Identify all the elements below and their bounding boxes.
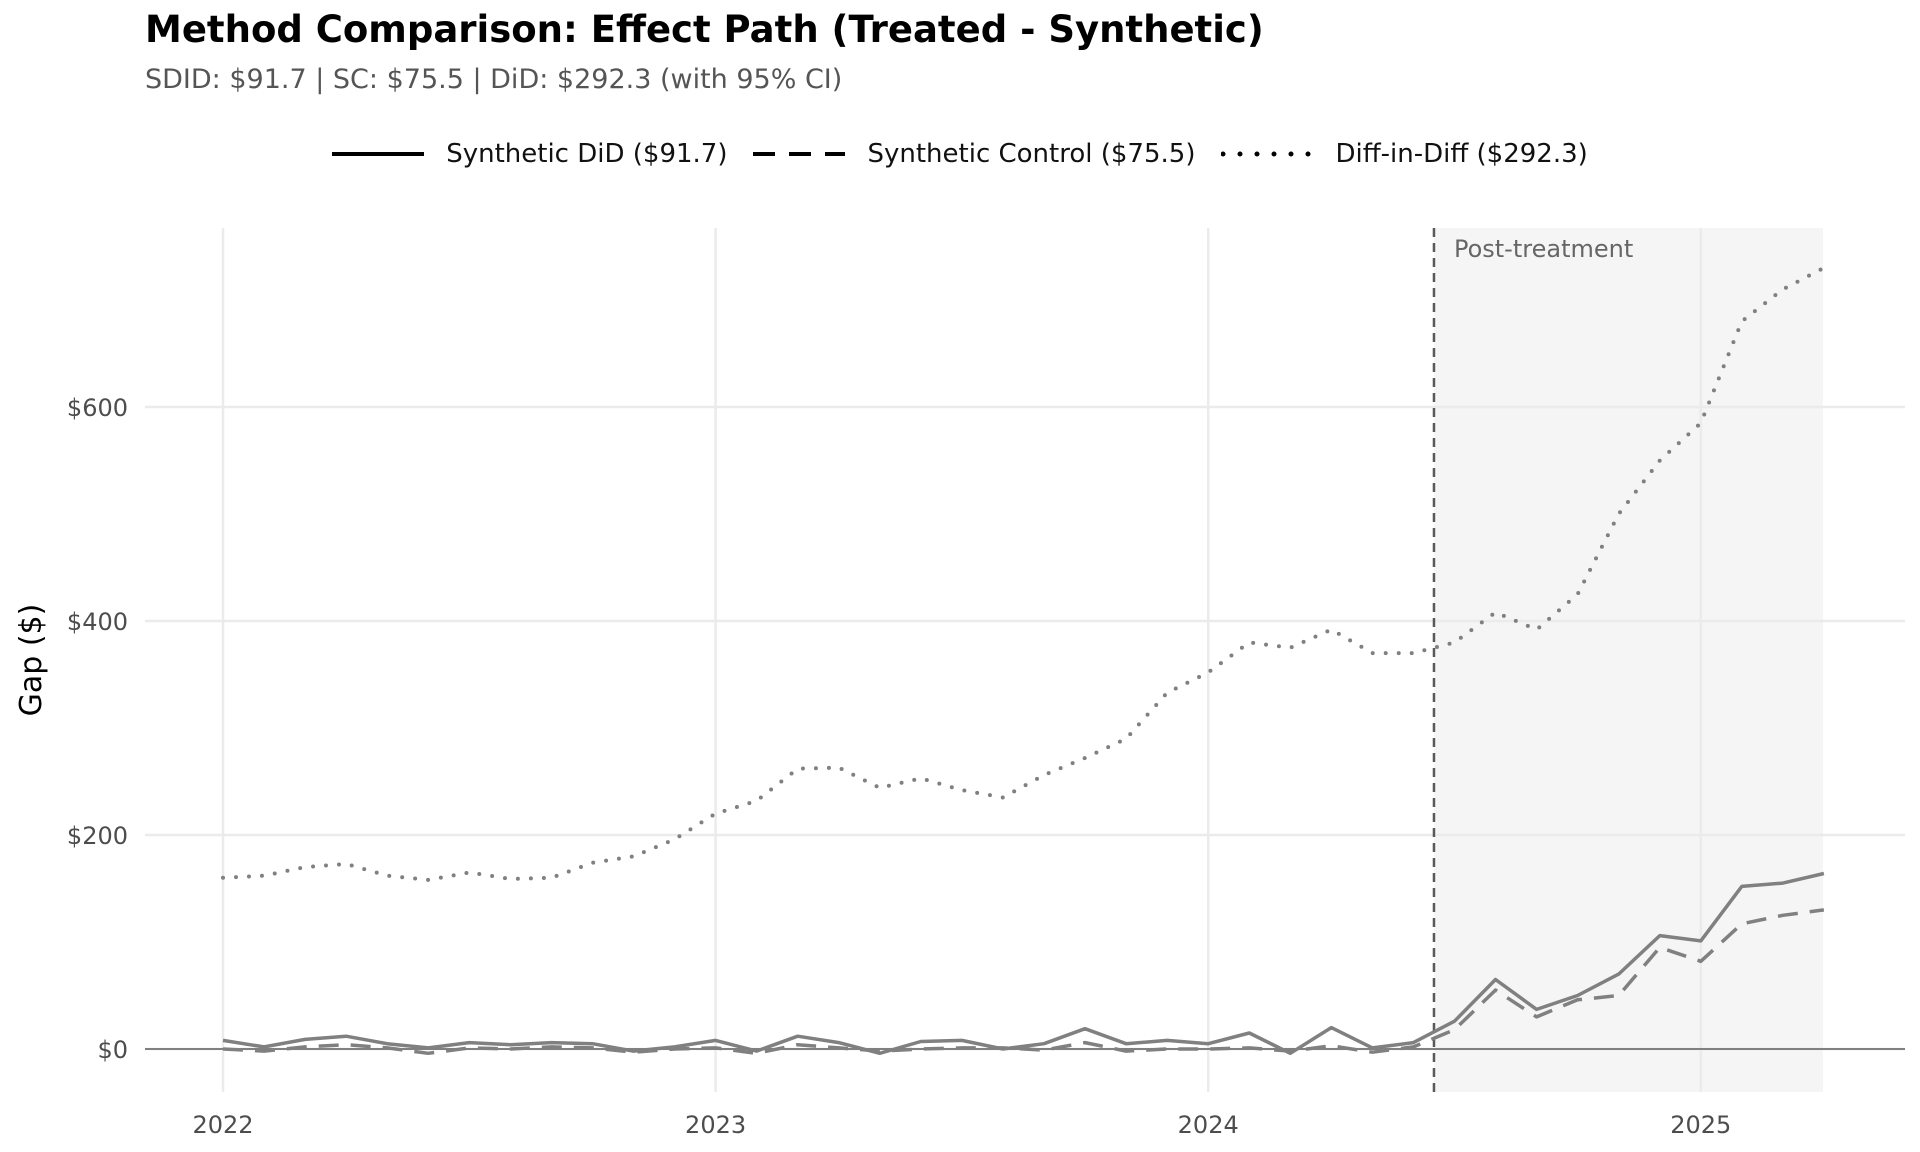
legend-key-dotted [1221, 151, 1314, 157]
y-tick-label-1: $200 [67, 822, 128, 850]
y-tick-label-3: $600 [67, 394, 128, 422]
series-line-dashed [222, 908, 1825, 1056]
x-tick-label-2: 2024 [1178, 1111, 1239, 1139]
y-tick-label-2: $400 [67, 608, 128, 636]
series-line-solid [222, 871, 1825, 1056]
legend-key-dashed [753, 152, 846, 156]
y-tick-label-0: $0 [97, 1036, 128, 1064]
y-axis-title: Gap ($) [14, 604, 49, 717]
legend-label-synthetic-did: Synthetic DiD ($91.7) [446, 139, 728, 169]
x-tick-label-1: 2023 [685, 1111, 746, 1139]
chart-subtitle: SDID: $91.7 | SC: $75.5 | DiD: $292.3 (w… [145, 64, 843, 95]
post-treatment-label: Post-treatment [1454, 235, 1633, 263]
legend-label-synthetic-control: Synthetic Control ($75.5) [867, 139, 1196, 169]
legend-item-synthetic-did: Synthetic DiD ($91.7) [332, 139, 727, 169]
legend-item-synthetic-control: Synthetic Control ($75.5) [753, 139, 1195, 169]
legend-label-diff-in-diff: Diff-in-Diff ($292.3) [1335, 139, 1588, 169]
x-tick-label-0: 2022 [192, 1111, 253, 1139]
legend-item-diff-in-diff: Diff-in-Diff ($292.3) [1221, 139, 1588, 169]
legend: Synthetic DiD ($91.7) Synthetic Control … [0, 136, 1920, 172]
chart-title: Method Comparison: Effect Path (Treated … [145, 8, 1264, 51]
post-treatment-shade [1433, 228, 1823, 1092]
x-tick-label-3: 2025 [1670, 1111, 1731, 1139]
legend-key-solid [332, 152, 425, 156]
